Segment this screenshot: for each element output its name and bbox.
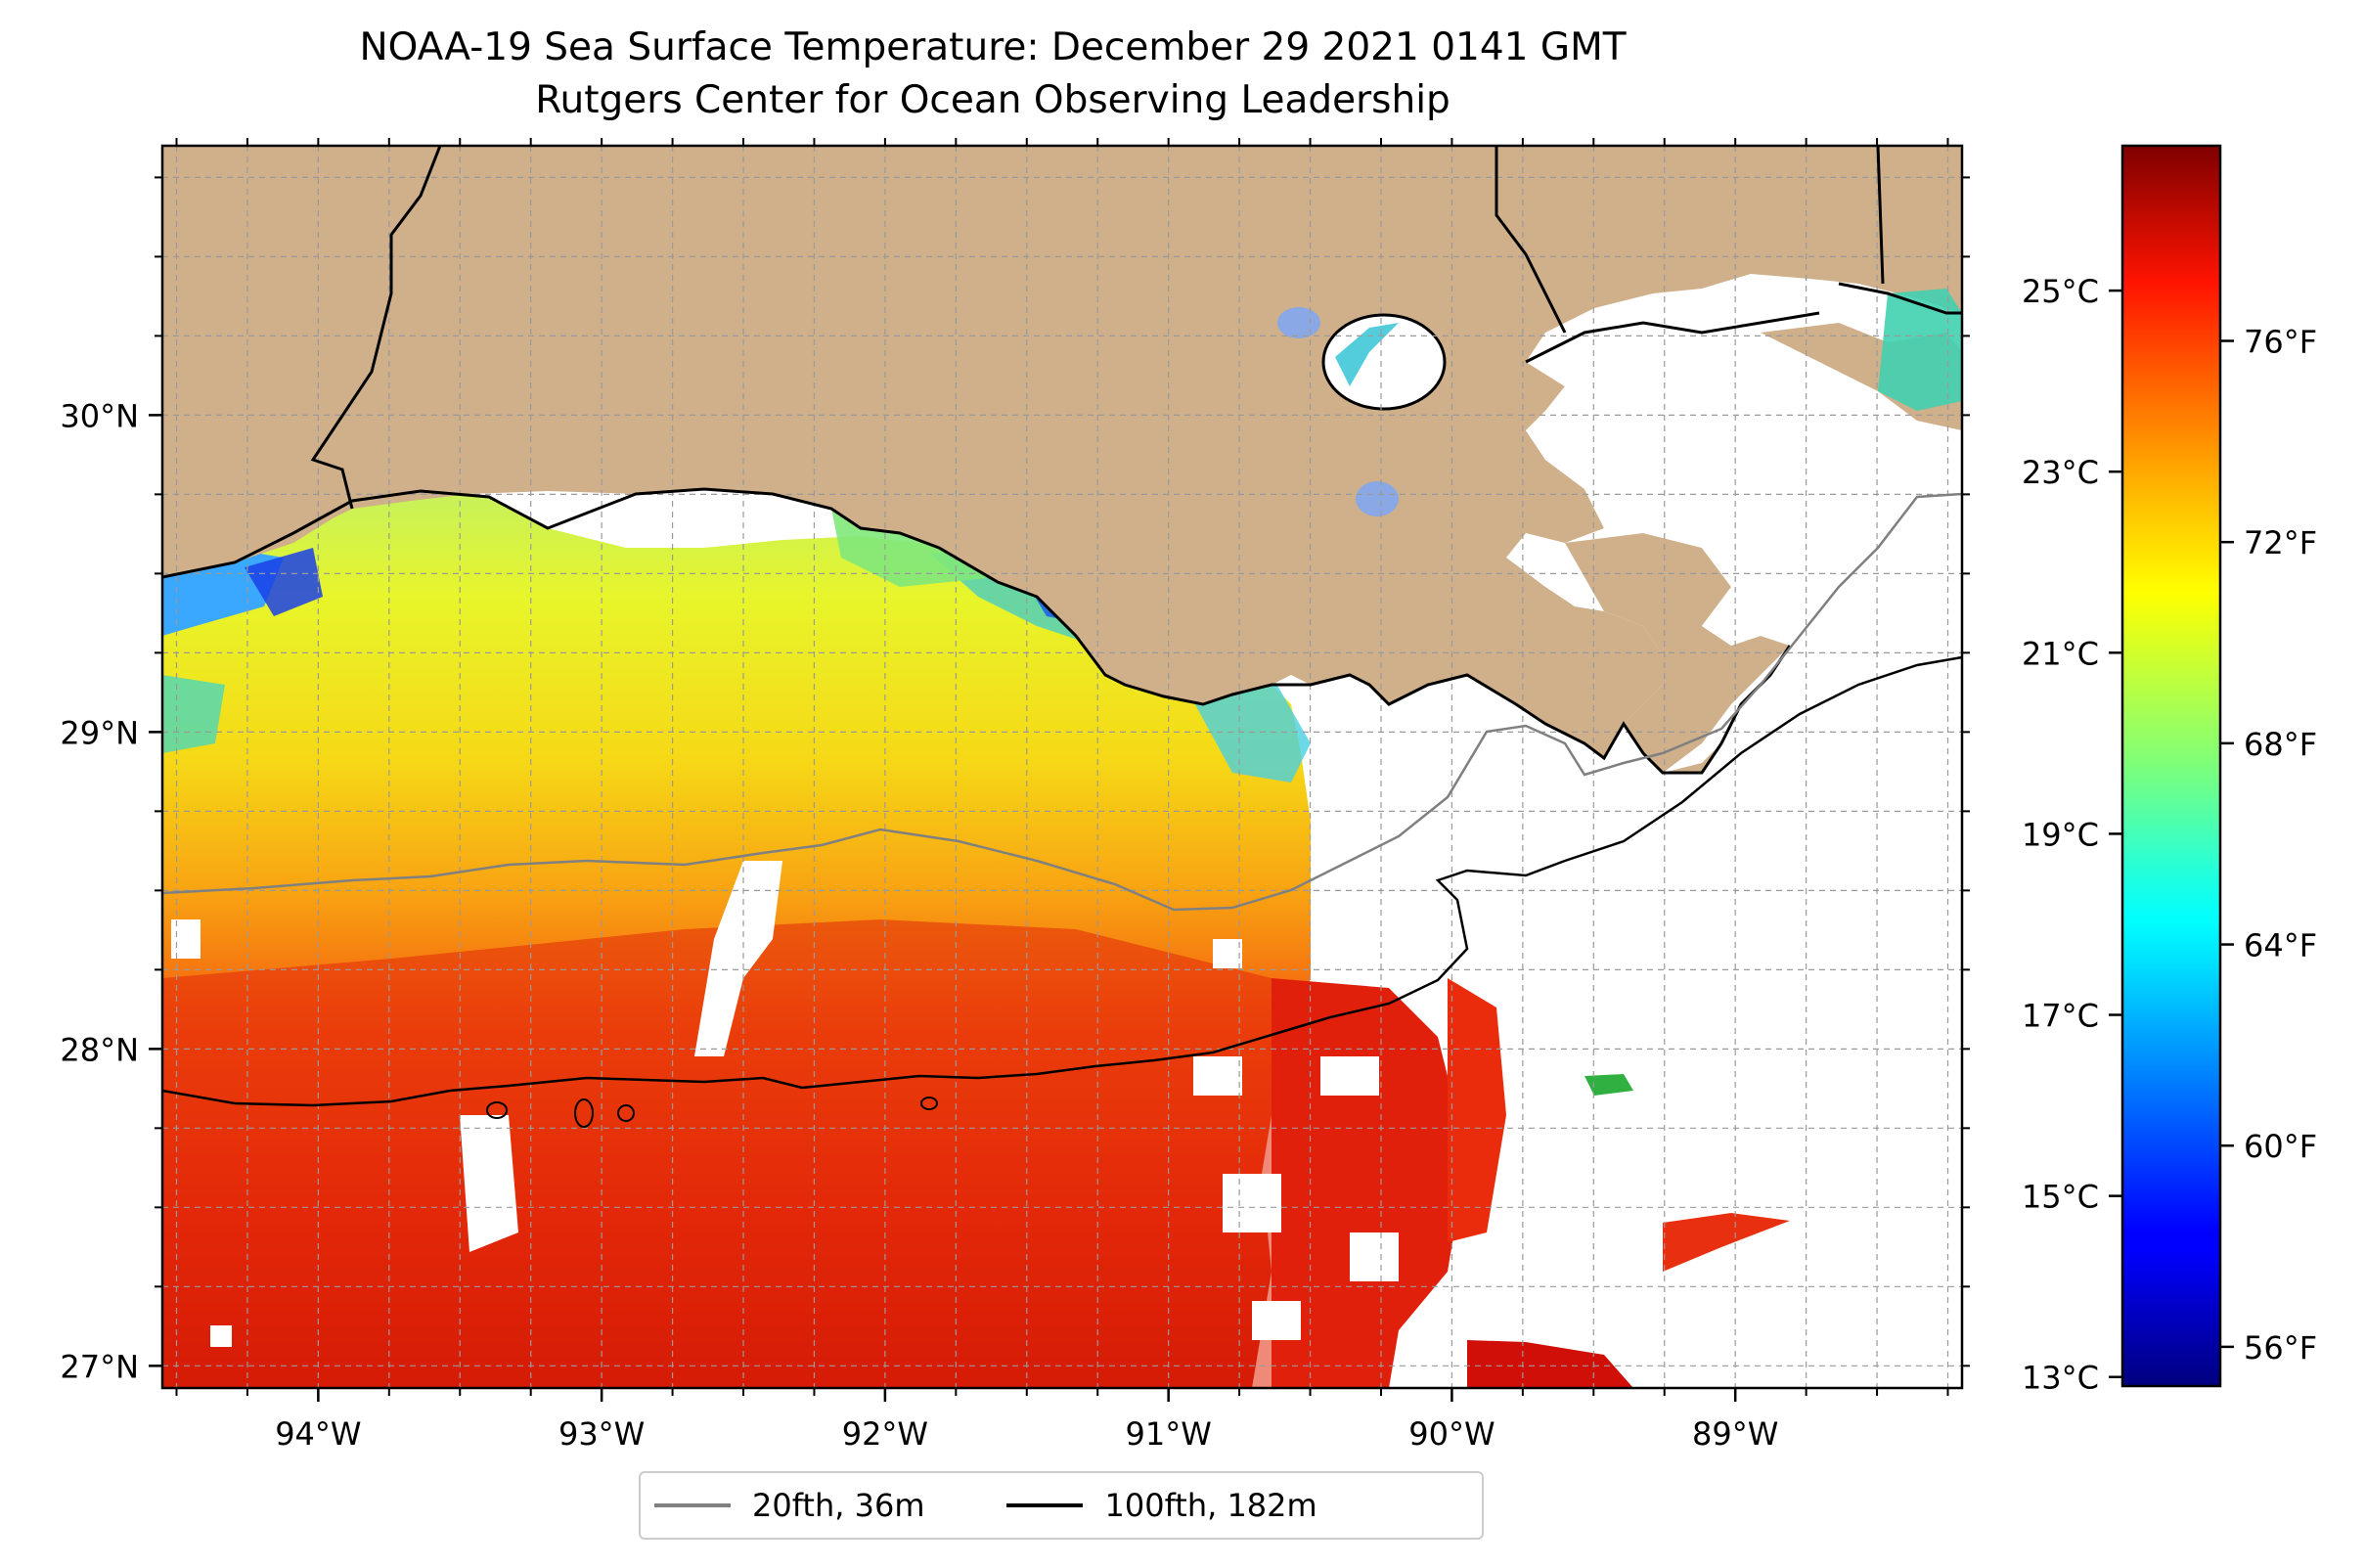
- celsius-tick-label: 23°C: [2022, 454, 2099, 491]
- lon-tick-label: 92°W: [842, 1415, 928, 1453]
- isobath-20fth: [162, 492, 1962, 912]
- legend-label-100fth: 100fth, 182m: [1104, 1487, 1317, 1524]
- isobath-legend: 20fth, 36m 100fth, 182m: [639, 1471, 1484, 1540]
- coastline: [162, 146, 1962, 775]
- lon-tick-label: 93°W: [558, 1415, 645, 1453]
- lake-pontchartrain: [1321, 313, 1447, 411]
- colorbar-celsius-axis: 13°C 15°C 17°C 19°C 21°C 23°C 25°C: [2022, 273, 2122, 1397]
- celsius-tick-label: 13°C: [2022, 1360, 2099, 1397]
- celsius-tick-label: 19°C: [2022, 816, 2099, 853]
- map-subtitle: Rutgers Center for Ocean Observing Leade…: [535, 78, 1450, 122]
- legend-swatch-20fth: [654, 1503, 731, 1507]
- legend-item-20fth: 20fth, 36m: [641, 1487, 924, 1524]
- land: [162, 146, 1962, 758]
- celsius-tick-label: 21°C: [2022, 635, 2099, 672]
- celsius-tick-label: 17°C: [2022, 998, 2099, 1035]
- celsius-tick-label: 15°C: [2022, 1179, 2099, 1216]
- legend-item-100fth: 100fth, 182m: [993, 1487, 1317, 1524]
- map-gridlines: [162, 146, 1962, 1388]
- fahrenheit-tick-label: 76°F: [2244, 324, 2317, 361]
- inland-lake: [1356, 481, 1399, 516]
- fahrenheit-tick-label: 56°F: [2244, 1329, 2317, 1366]
- lon-tick-label: 90°W: [1408, 1415, 1495, 1453]
- sst-field: [162, 491, 1790, 1388]
- lon-tick-label: 89°W: [1692, 1415, 1778, 1453]
- isobath-100fth: [162, 655, 1962, 1107]
- lon-tick-label: 91°W: [1125, 1415, 1211, 1453]
- map-frame: [160, 144, 1964, 1390]
- lon-tick-label: 94°W: [275, 1415, 361, 1453]
- lat-tick-label: 30°N: [60, 397, 139, 434]
- lat-tick-label: 27°N: [60, 1348, 139, 1385]
- colorbar: [2120, 144, 2222, 1388]
- legend-label-20fth: 20fth, 36m: [752, 1487, 925, 1524]
- lat-tick-label: 29°N: [60, 714, 139, 751]
- fahrenheit-tick-label: 72°F: [2244, 524, 2317, 561]
- colorbar-fahrenheit-axis: 56°F 60°F 64°F 68°F 72°F 76°F: [2220, 324, 2317, 1366]
- latitude-axis: 27°N 28°N 29°N 30°N: [60, 176, 1970, 1385]
- inland-lake: [1277, 307, 1320, 338]
- legend-swatch-100fth: [1006, 1503, 1084, 1507]
- fahrenheit-tick-label: 68°F: [2244, 726, 2317, 763]
- lat-tick-label: 28°N: [60, 1031, 139, 1068]
- fahrenheit-tick-label: 64°F: [2244, 927, 2317, 964]
- celsius-tick-label: 25°C: [2022, 273, 2099, 310]
- fahrenheit-tick-label: 60°F: [2244, 1128, 2317, 1165]
- longitude-axis: 94°W 93°W 92°W 91°W 90°W 89°W: [175, 138, 1949, 1453]
- map-title: NOAA-19 Sea Surface Temperature: Decembe…: [359, 25, 1627, 69]
